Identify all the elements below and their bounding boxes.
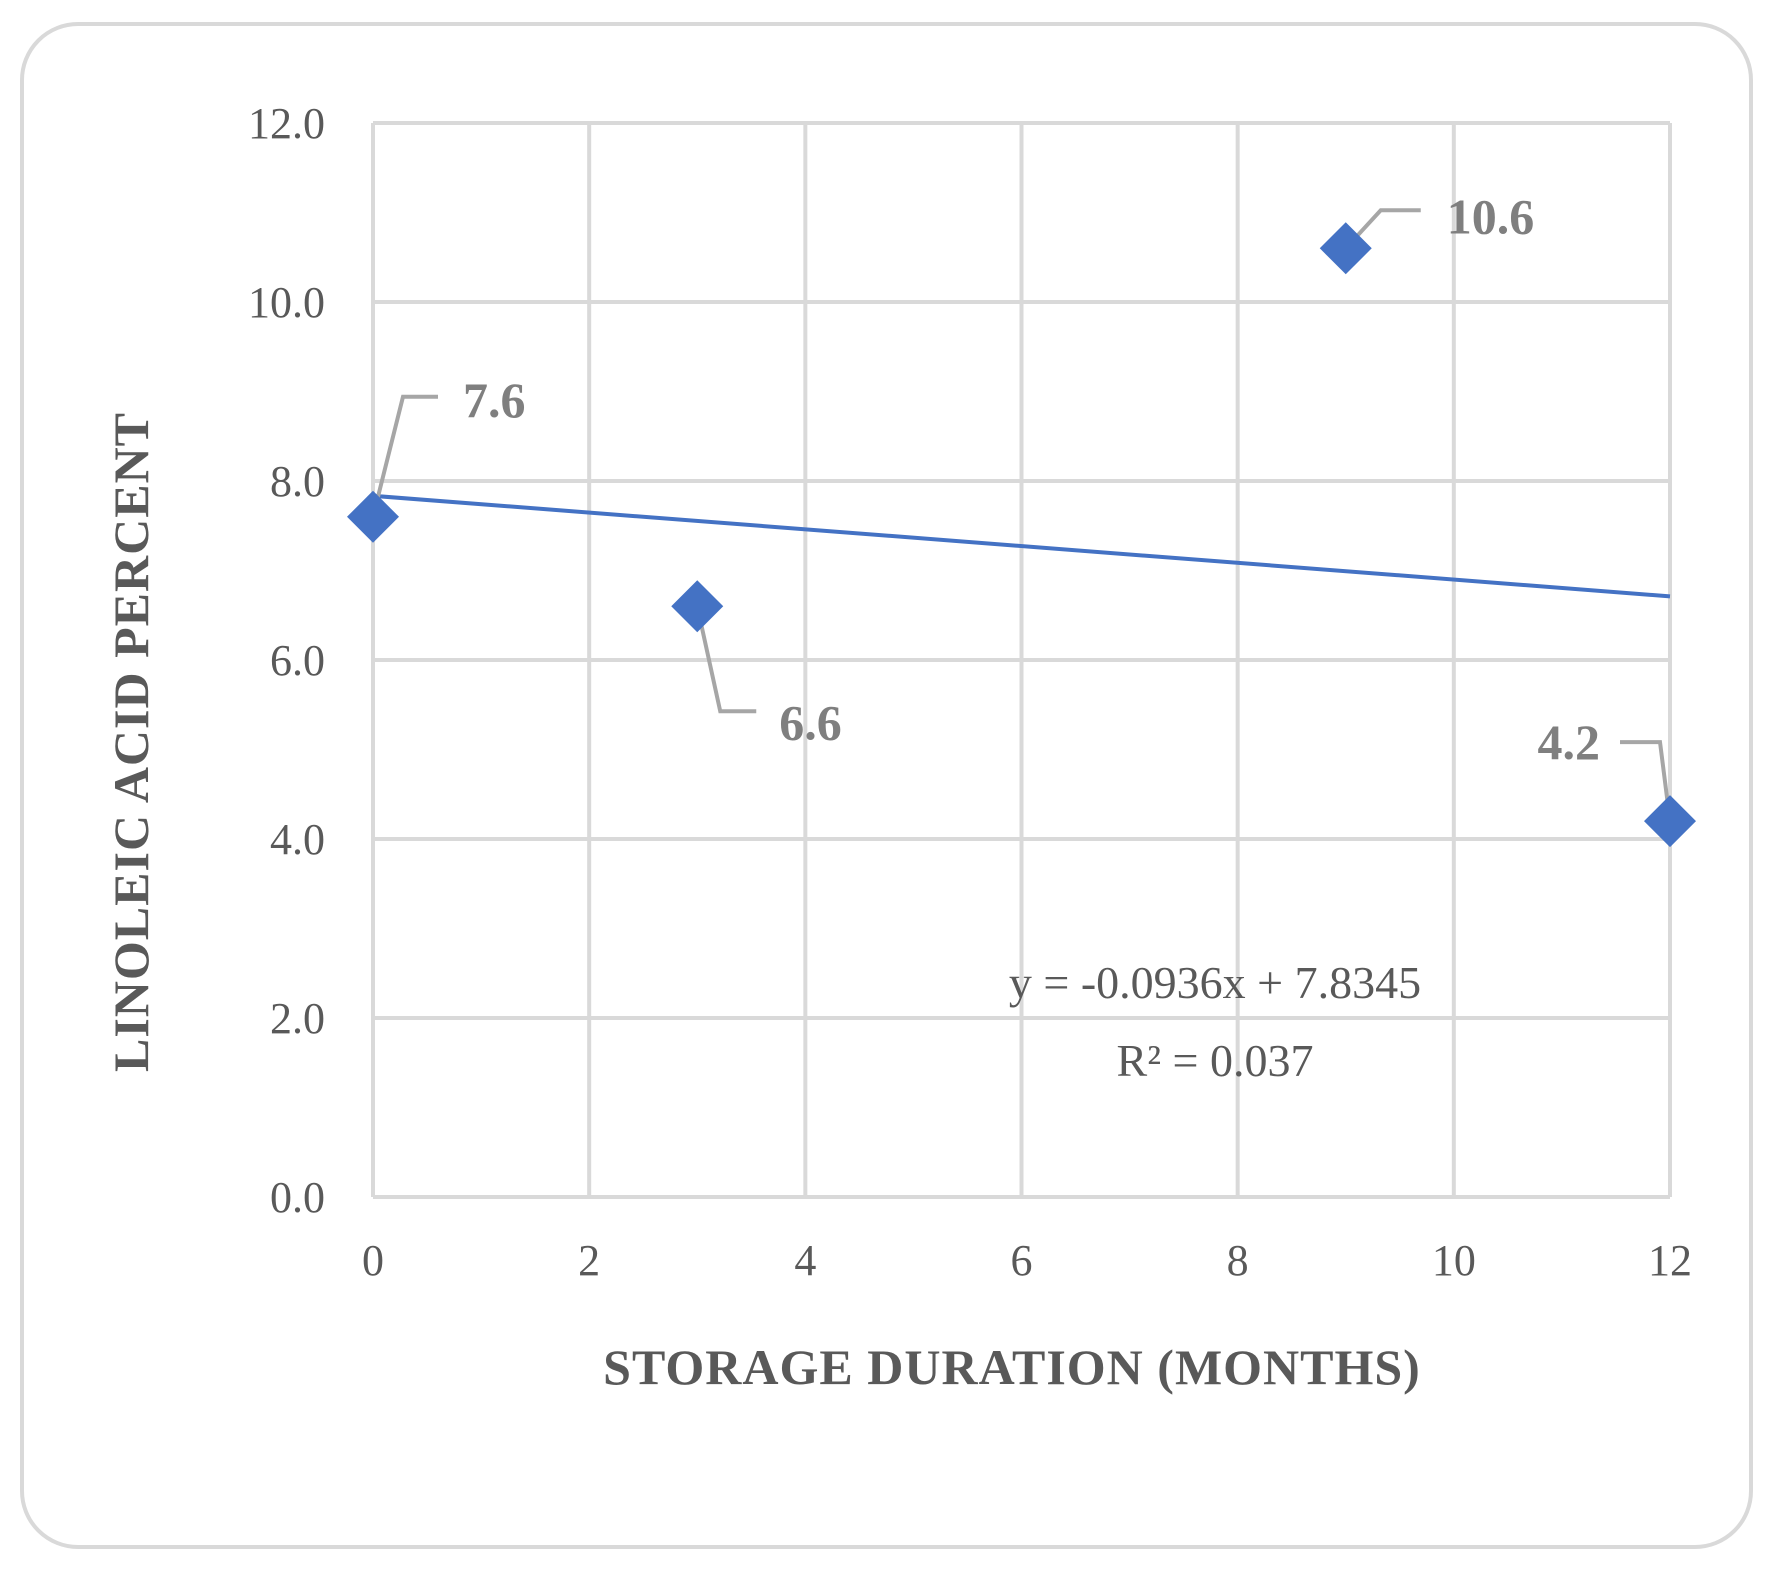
trendline-r-squared: R² = 0.037 — [1117, 1035, 1314, 1086]
x-tick-label: 10 — [1432, 1236, 1476, 1285]
y-tick-label: 12.0 — [248, 99, 325, 148]
chart-frame — [20, 22, 1753, 1549]
data-point-marker — [1644, 795, 1696, 848]
label-leader-line — [1620, 740, 1672, 822]
x-tick-label: 12 — [1648, 1236, 1692, 1285]
trendline — [372, 493, 1671, 599]
trendline-equation: y = -0.0936x + 7.8345 — [1009, 957, 1421, 1008]
data-label: 10.6 — [1447, 188, 1535, 244]
y-axis-title: LINOLEIC ACID PERCENT — [103, 412, 159, 1072]
data-label: 4.2 — [1538, 714, 1601, 770]
y-tick-label: 6.0 — [270, 636, 325, 685]
y-tick-label: 2.0 — [270, 994, 325, 1043]
data-label: 6.6 — [779, 694, 842, 750]
x-tick-label: 4 — [794, 1236, 816, 1285]
label-leader-line — [695, 605, 757, 714]
x-tick-label: 6 — [1011, 1236, 1033, 1285]
data-point-marker — [671, 580, 724, 633]
y-tick-label: 4.0 — [270, 815, 325, 864]
x-axis-title: STORAGE DURATION (MONTHS) — [603, 1339, 1421, 1395]
trendline-group — [372, 493, 1671, 599]
y-tick-label: 0.0 — [270, 1173, 325, 1222]
chart-text: STORAGE DURATION (MONTHS) LINOLEIC ACID … — [103, 99, 1692, 1395]
data-label: 7.6 — [463, 372, 526, 428]
y-tick-label: 10.0 — [248, 278, 325, 327]
x-tick-label: 8 — [1227, 1236, 1249, 1285]
x-tick-label: 0 — [362, 1236, 384, 1285]
gridlines — [371, 121, 1672, 1199]
data-points — [347, 222, 1696, 848]
y-tick-label: 8.0 — [270, 457, 325, 506]
data-point-marker — [1319, 222, 1372, 275]
x-tick-label: 2 — [578, 1236, 600, 1285]
data-point-marker — [347, 490, 399, 543]
label-leader-line — [371, 394, 438, 518]
